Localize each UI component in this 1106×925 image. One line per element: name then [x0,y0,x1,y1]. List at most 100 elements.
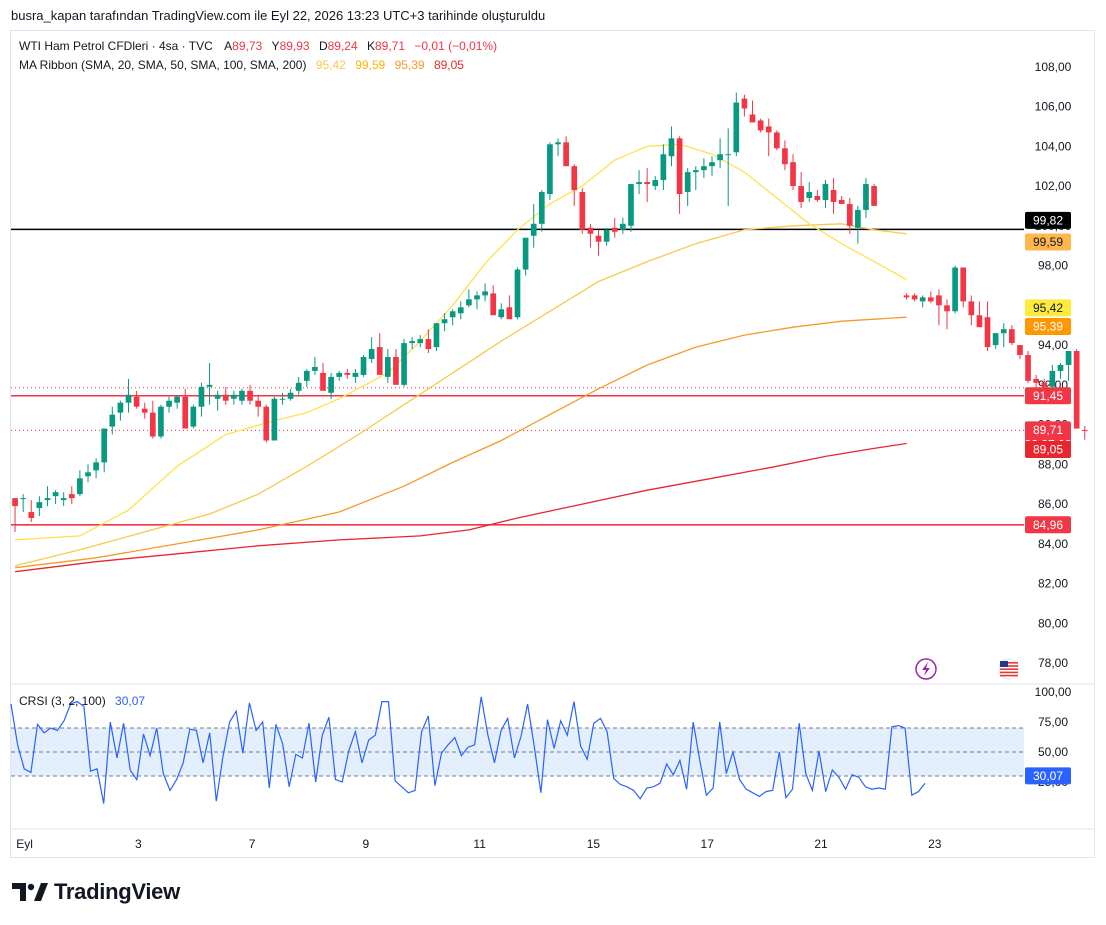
candle-body [133,396,140,407]
candle-body [919,297,926,302]
candle-body [1073,351,1080,429]
candle-body [644,182,651,185]
crsi-legend: CRSI (3, 2, 100) 30,07 [19,694,145,708]
candle-body [733,102,740,153]
candle-body [676,138,683,194]
candle-body [441,319,448,324]
candle-body [522,237,529,270]
us-flag-stripe [1000,674,1018,677]
crsi-tick-label: 75,00 [1038,715,1068,729]
candle-body [701,166,707,171]
crsi-tick-label: 100,00 [1035,685,1072,699]
open-label: A [224,39,233,53]
high-value: 89,93 [279,39,310,53]
us-flag-stripe [1000,665,1018,667]
candle-body [336,372,343,377]
price-tick-label: 98,00 [1038,259,1068,273]
sma100-value: 95,39 [394,58,425,72]
candle-body [952,267,958,312]
candle-body [125,394,132,403]
sma100-line [15,316,907,569]
time-tick-label: 17 [701,837,715,851]
lightning-icon [915,658,937,680]
change-value: −0,01 (−0,01%) [414,39,498,53]
candle-body [538,192,545,224]
candle-body [846,203,853,226]
candle-body [77,478,83,495]
candle-body [960,267,967,302]
candle-body [611,227,618,232]
candle-body [93,462,99,471]
candle-body [312,366,318,371]
candle-body [166,400,172,407]
candle-body [555,142,561,145]
time-tick-label: 11 [473,837,486,851]
candle-body [1025,355,1031,381]
candle-body [838,199,845,204]
time-tick-label: 23 [928,837,942,851]
candle-body [117,402,124,413]
candle-body [806,192,813,198]
price-axis-label-bg [1025,516,1071,534]
sma50-value: 99,59 [355,58,386,72]
candle-body [28,512,35,519]
candle-body [871,186,877,206]
candle-body [263,406,270,441]
us-flag-stripe [1000,668,1018,670]
sma20-line [15,143,907,541]
candle-body [903,295,910,298]
price-axis-label-bg [1025,387,1071,405]
candle-body [376,347,383,375]
candle-body [571,166,578,191]
tradingview-brand[interactable]: TradingView [12,879,180,905]
price-axis-label: 99,82 [1033,213,1063,227]
price-tick-label: 102,00 [1035,179,1072,193]
candle-body [141,408,148,413]
candle-body [1017,345,1023,356]
chart-frame [10,30,1095,858]
low-label: D [318,39,328,53]
candles [12,92,1088,532]
candle-body [393,357,399,385]
sma200-line [15,442,907,573]
candle-body [652,180,659,187]
candle-body [668,138,675,157]
candle-body [863,184,869,210]
candle-body [44,498,51,501]
price-axis-label-bg [1025,233,1071,251]
candle-body [660,154,667,181]
candle-body [603,229,610,242]
candle-body [530,223,537,236]
crsi-legend-value: 30,07 [115,694,146,708]
candle-body [773,132,780,149]
candle-body [457,307,464,314]
candle-body [101,428,108,463]
price-tick-label: 106,00 [1035,100,1072,114]
candle-body [60,498,67,501]
candle-body [352,372,359,377]
candle-body [741,98,748,109]
crsi-line [10,696,926,804]
crsi-tick-label: 50,00 [1038,745,1068,759]
price-axis-label-bg [1025,299,1071,317]
candle-body [52,492,59,497]
candle-body [749,114,756,123]
candle-body [1049,370,1056,387]
candle-body [231,394,237,399]
price-tick-label: 104,00 [1035,139,1072,153]
open-value: 89,73 [232,39,263,53]
candle-body [409,341,415,344]
candle-body [547,144,553,194]
time-tick-label: 7 [249,837,256,851]
candle-body [449,311,456,318]
candle-body [222,394,229,401]
price-axis-label-bg [1025,211,1071,229]
candle-body [636,182,642,185]
chart-caption: busra_kapan tarafından TradingView.com i… [11,8,546,23]
candle-body [295,382,302,391]
candle-body [506,307,513,320]
price-tick-label: 80,00 [1038,616,1068,630]
candle-body [36,502,43,509]
candle-body [474,295,480,300]
